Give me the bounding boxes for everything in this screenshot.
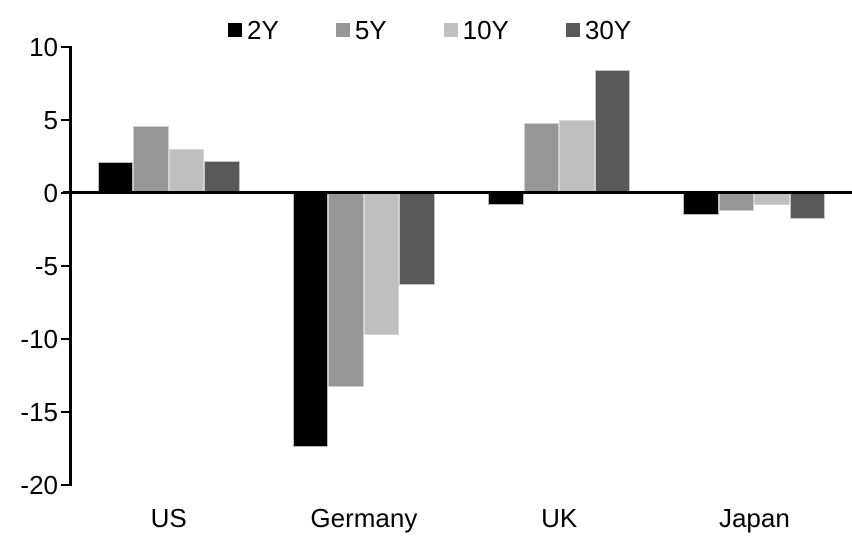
bar-uk-30y [594,70,631,193]
bar-us-10y [168,149,205,193]
x-category-label-germany: Germany [310,503,418,533]
y-tick [61,45,70,49]
legend-item-10y: 10Y [443,15,509,45]
bar-germany-2y [292,193,329,448]
y-tick [61,483,70,487]
legend-swatch-30y [565,23,580,37]
legend-item-2y: 2Y [228,15,279,45]
bar-us-30y [204,160,240,193]
legend-swatch-10y [443,23,458,37]
y-tick [61,118,70,122]
legend-item-30y: 30Y [565,15,632,45]
bar-japan-5y [718,193,755,211]
y-axis-line [69,46,72,486]
bar-japan-30y [789,193,826,220]
bar-germany-10y [363,193,400,335]
legend-swatch-2y [228,23,242,37]
x-category-label-us: US [150,503,187,533]
legend-label: 30Y [584,15,632,45]
x-category-label-japan: Japan [718,503,790,533]
bar-germany-30y [399,193,435,285]
y-tick [61,264,70,268]
y-tick-label: -10 [20,324,58,354]
y-tick-label: 10 [29,32,58,62]
y-tick-label: 0 [43,178,58,208]
legend-label: 2Y [247,15,279,45]
bar-us-5y [133,125,169,193]
y-tick-label: -5 [34,251,58,281]
bar-uk-5y [523,122,560,193]
zero-baseline [63,190,852,194]
bar-uk-10y [559,120,595,193]
legend-label: 5Y [354,15,387,45]
bar-japan-2y [683,193,719,215]
bar-germany-5y [328,193,364,388]
bar-japan-10y [754,193,790,205]
y-tick-label: 5 [43,105,58,135]
legend-label: 10Y [462,15,509,45]
y-tick [61,410,70,414]
legend: 2Y 5Y 10Y 30Y [228,15,631,45]
y-tick [61,337,70,341]
y-tick-label: -20 [20,470,58,500]
bar-us-2y [97,162,134,193]
bar-uk-2y [488,193,524,205]
y-tick-label: -15 [20,397,58,427]
legend-item-5y: 5Y [335,15,387,45]
x-category-label-uk: UK [541,503,578,533]
legend-swatch-5y [335,23,350,37]
